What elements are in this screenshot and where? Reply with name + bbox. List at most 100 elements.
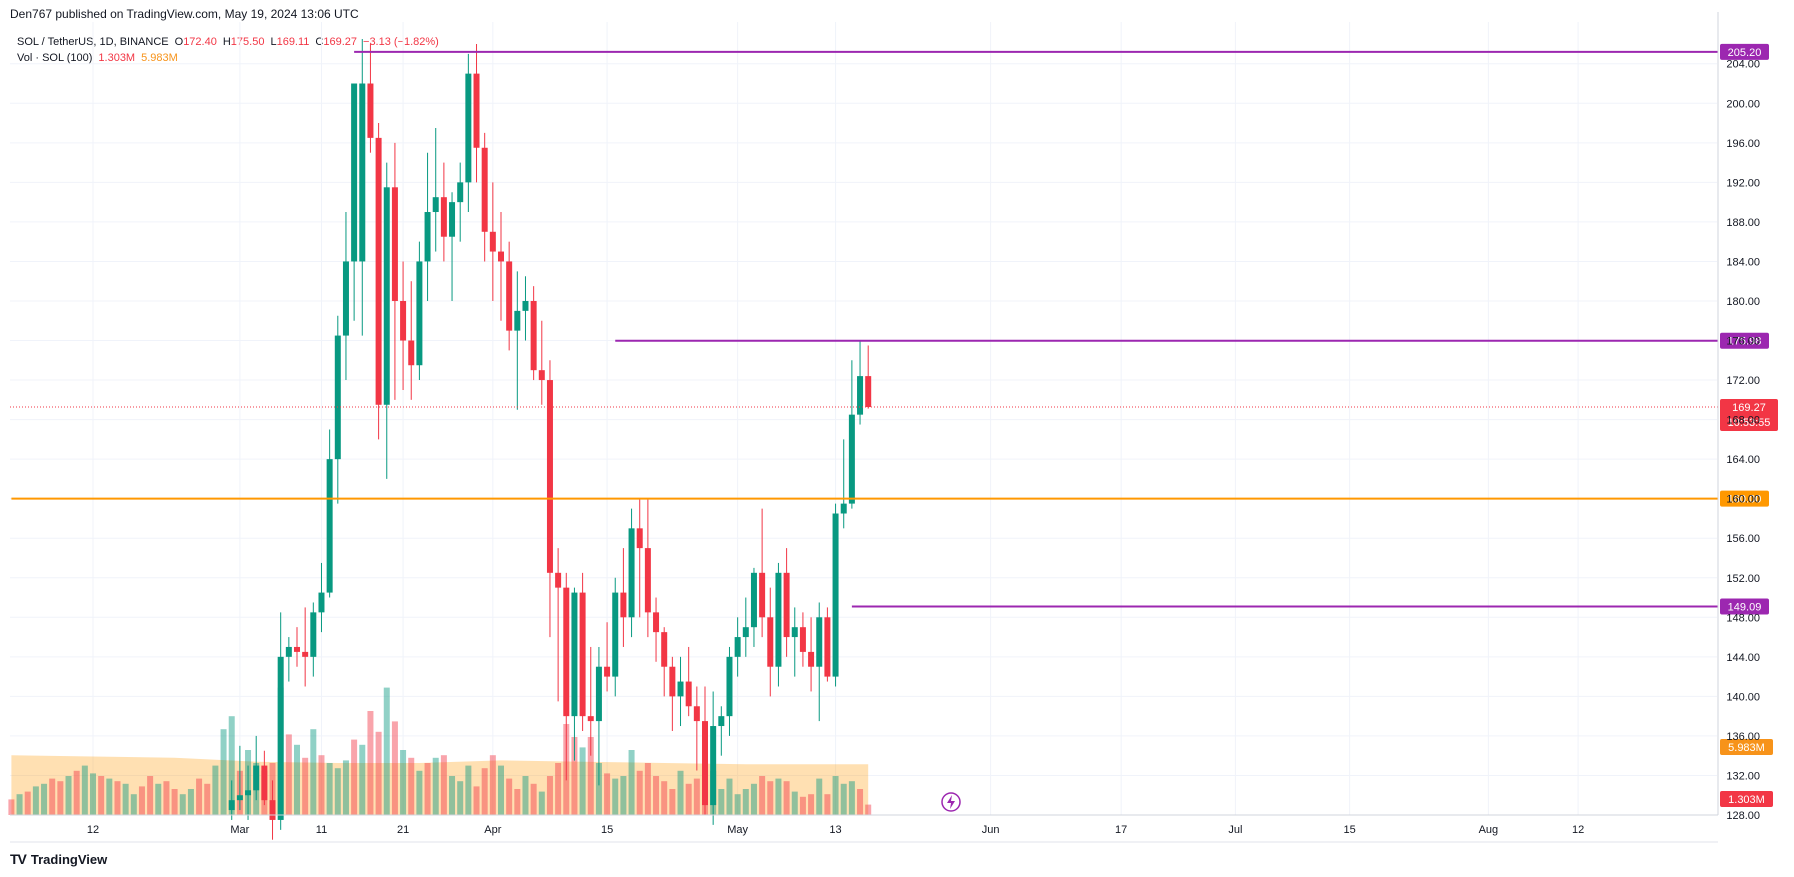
volume-pane	[8, 687, 872, 815]
volume-bar	[628, 750, 635, 815]
volume-label[interactable]: Vol · SOL (100)	[17, 52, 93, 64]
volume-bar	[742, 789, 749, 815]
candle-body	[416, 261, 423, 366]
volume-bar	[310, 729, 317, 815]
low-label: L	[270, 36, 277, 48]
volume-bar	[294, 744, 300, 815]
candle-body	[489, 231, 496, 252]
volume-bar	[8, 799, 15, 815]
candle-body	[326, 459, 333, 593]
high-value: 175.50	[230, 36, 265, 48]
volume-bar	[179, 794, 186, 815]
volume-bar	[620, 776, 627, 815]
volume-bar	[693, 778, 700, 815]
volume-bar	[808, 794, 815, 815]
volume-bar	[595, 763, 602, 815]
lightning-icon[interactable]	[941, 792, 961, 812]
volume-tag-label: 1.303M	[1728, 794, 1765, 806]
candle-body	[710, 726, 717, 806]
volume-bar	[636, 770, 643, 815]
y-tick-label: 152.00	[1726, 573, 1760, 585]
volume-bar	[449, 776, 456, 815]
volume-bar	[73, 770, 80, 815]
candle-body	[661, 632, 668, 667]
volume-bar	[138, 786, 145, 815]
x-tick-label: May	[727, 824, 748, 836]
level-price-tag	[1720, 598, 1769, 615]
candle-body	[538, 370, 545, 381]
candle-body	[253, 765, 260, 791]
level-price-tag	[1720, 332, 1769, 349]
volume-bar	[318, 755, 325, 815]
horizontal-levels: 205.20 175.98 149.09 160.00 169.27 10:53:55 5.…	[10, 43, 1778, 807]
volume-ma-area	[11, 755, 869, 815]
icons	[941, 792, 961, 812]
volume-bar	[302, 757, 309, 815]
low-value: 169.11	[276, 36, 310, 48]
volume-bar	[367, 711, 374, 815]
candle-body	[653, 612, 660, 633]
volume-bar	[653, 776, 660, 815]
volume-bar	[408, 757, 415, 815]
candle-body	[571, 592, 578, 717]
volume-bar	[718, 789, 725, 815]
volume-bar	[41, 783, 48, 815]
volume-bar	[98, 776, 105, 815]
grid-lines	[10, 22, 1717, 816]
candle-body	[440, 197, 447, 237]
candle-body	[473, 73, 480, 148]
candle-body	[522, 300, 529, 311]
last-price-label: 169.27	[1732, 402, 1766, 414]
candle-body	[579, 592, 586, 717]
x-tick-label: 17	[1115, 824, 1127, 836]
volume-bar	[130, 794, 137, 815]
volume-bar	[538, 791, 545, 815]
volume-bar	[65, 776, 72, 815]
volume-bar	[546, 776, 553, 815]
candle-body	[857, 376, 864, 415]
candle-body	[318, 592, 325, 613]
volume-bar	[832, 776, 839, 815]
candle-body	[310, 612, 317, 657]
x-tick-label: 21	[397, 824, 409, 836]
y-tick-label: 184.00	[1726, 256, 1760, 268]
volume-ma-value: 5.983M	[141, 52, 178, 64]
candle-body	[693, 706, 700, 722]
candle-body	[302, 651, 309, 657]
candle-body	[734, 637, 741, 657]
volume-value: 1.303M	[98, 52, 136, 64]
y-tick-label: 176.00	[1726, 336, 1760, 348]
volume-bar	[326, 763, 333, 815]
volume-bar	[824, 794, 831, 815]
candle-body	[514, 310, 521, 331]
candle-body	[530, 300, 537, 371]
candle-body	[359, 83, 366, 262]
volume-bar	[530, 783, 537, 815]
candle-body	[718, 716, 725, 727]
candle-body	[277, 656, 284, 820]
level-price-label: 160.00	[1728, 494, 1762, 506]
candle-body	[808, 651, 815, 667]
volume-bar	[579, 747, 586, 815]
candle-body	[865, 376, 872, 408]
volume-bar	[342, 760, 349, 815]
volume-bar	[514, 789, 521, 815]
candle-body	[636, 528, 643, 549]
candle-body	[702, 721, 708, 806]
volume-bar	[440, 755, 447, 815]
candle-body	[465, 73, 472, 183]
candle-body	[424, 212, 431, 262]
volume-bar	[375, 731, 382, 815]
volume-bar	[587, 737, 594, 815]
candles	[228, 39, 872, 840]
volume-bar	[220, 729, 227, 815]
volume-bar	[49, 778, 56, 815]
level-price-label: 175.98	[1728, 336, 1762, 348]
open-label: O	[174, 36, 184, 48]
volume-bar	[571, 737, 578, 815]
candle-body	[726, 656, 733, 717]
volume-bar	[400, 750, 407, 815]
tradingview-logo-icon: TV	[10, 851, 27, 867]
volume-bar	[555, 763, 562, 815]
